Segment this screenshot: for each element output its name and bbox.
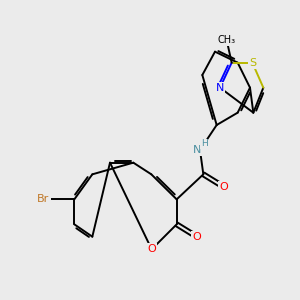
Text: N: N <box>216 83 224 93</box>
Text: O: O <box>192 232 201 242</box>
Text: CH₃: CH₃ <box>218 35 236 45</box>
Text: H: H <box>201 140 207 148</box>
Text: S: S <box>249 58 256 68</box>
Text: O: O <box>147 244 156 254</box>
Text: Br: Br <box>37 194 50 204</box>
Text: O: O <box>219 182 228 192</box>
Text: N: N <box>193 145 201 155</box>
